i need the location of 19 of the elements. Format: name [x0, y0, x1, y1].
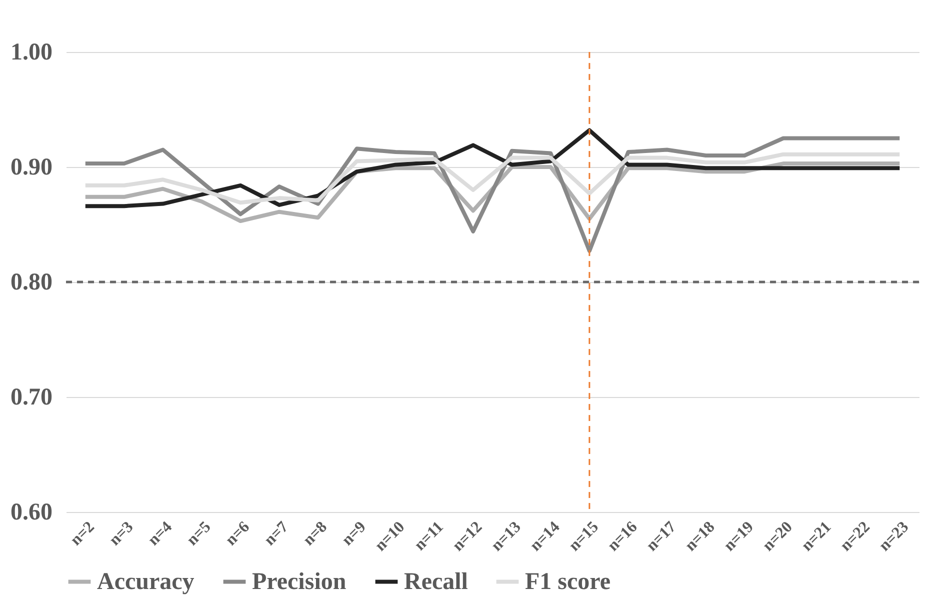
x-tick-label: n=7 [261, 518, 292, 549]
x-tick-label: n=3 [106, 518, 137, 549]
line-series [83, 136, 902, 253]
x-tick-label: n=2 [67, 518, 98, 549]
y-tick-label: 0.80 [10, 270, 52, 296]
legend-label: F1 score [525, 568, 611, 595]
y-tick-label: 0.70 [10, 384, 52, 410]
x-tick-label: n=4 [145, 518, 176, 549]
x-tick-label: n=8 [300, 518, 331, 549]
y-tick-label: 0.60 [10, 500, 52, 526]
line-series [83, 128, 902, 208]
y-tick-label: 1.00 [10, 40, 52, 66]
legend-label: Precision [252, 568, 346, 595]
y-tick-label: 0.90 [10, 154, 52, 180]
x-tick-label: n=6 [222, 518, 253, 549]
x-tick-label: n=5 [184, 518, 214, 549]
legend-label: Recall [404, 568, 468, 595]
legend-label: Accuracy [97, 568, 194, 595]
x-tick-label: n=9 [338, 518, 370, 549]
